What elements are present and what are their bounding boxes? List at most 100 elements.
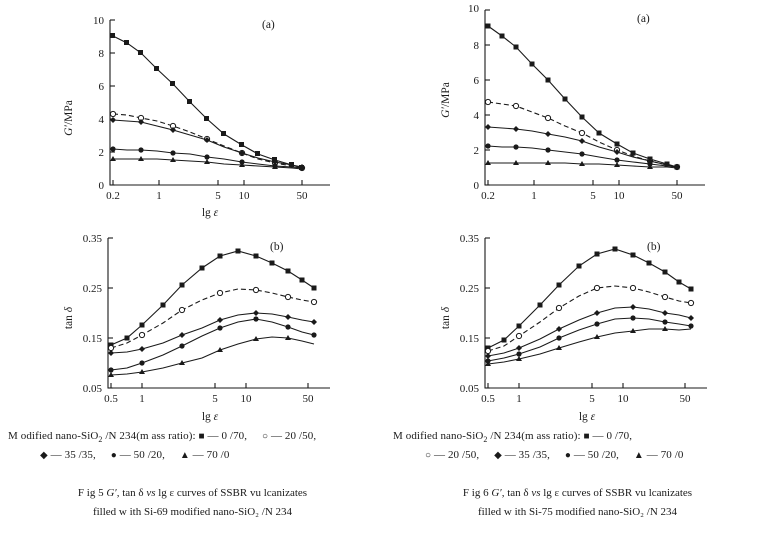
fig6-caption-line-2: filled w ith Si-75 modified nano-SiO₂ /N… [477,505,678,518]
fig6-caption-prefix: F ig 6 [462,487,489,499]
fig5-caption-post: lg ε curves of SSBR vu lcanizates [155,487,308,499]
fig5-legend-line-2: ◆ — 35 /35, ● — 50 /20, ▲ — 70 /0 [8,447,380,464]
fig5-legend-item-3-label: — 50 /20, [119,448,165,461]
fig5-legend-line-1: M odified nano-SiO2 /N 234(m ass ratio):… [8,428,380,447]
fig5a-ytick-3: 6 [99,81,105,93]
fig5-legend-prefix-tail: /N 234(m ass ratio): [102,430,196,442]
fig5a-xtick-1: 1 [156,190,162,202]
fig5b-x-axis-title: lg ε [202,411,219,423]
fig6a-ytick-4: 8 [474,40,480,52]
circle-filled-marker-icon: ● [110,449,117,461]
fig6-caption-symbol: G′, [491,487,505,499]
fig5b-xtick-2: 5 [212,393,218,405]
fig6b-xtick-2: 5 [589,393,595,405]
fig6-legend: M odified nano-SiO2 /N 234(m ass ratio):… [393,428,765,464]
fig5a-xtick-0: 0.2 [106,190,120,202]
fig6-legend-item-0: ■ — 0 /70, [584,430,633,442]
fig5a-ytick-4: 8 [99,48,105,60]
fig6b-series-50-20 [485,315,694,364]
fig5-caption-line-2: filled w ith Si-69 modified nano-SiO₂ /N… [92,505,293,518]
fig6b-series-0-70 [485,246,694,351]
fig5b-ytick-1: 0.15 [83,333,103,345]
fig6-legend-item-0-label: — 0 /70, [592,430,633,442]
fig5a-xtick-2: 5 [215,190,221,202]
fig6b-panel-label: (b) [647,241,661,253]
fig6b-x-axis: 0.5 1 5 10 50 [481,383,691,405]
fig5b-xtick-3: 10 [241,393,253,405]
circle-filled-marker-icon: ● [564,449,571,461]
fig5a-xtick-4: 50 [297,190,309,202]
fig6-legend-item-1: ○ — 20 /50, [425,449,479,461]
fig6a-ytick-0: 0 [474,180,480,192]
fig5b-xtick-4: 50 [303,393,315,405]
fig5a-x-axis-title: lg ε [202,207,219,219]
fig6a-xtick-2: 5 [590,190,596,202]
fig6b-ytick-3: 0.35 [460,233,480,245]
fig6a-panel-label: (a) [637,13,650,25]
fig6b-series-20-50 [484,284,695,355]
fig5b-xtick-1: 1 [139,393,145,405]
fig5b-ytick-2: 0.25 [83,283,103,295]
fig6-legend-prefix: M odified nano-SiO [393,430,484,442]
fig5b-series-20-50 [107,286,318,352]
fig6-panel-a: 0 2 4 6 8 10 0.2 1 5 10 50 G′/MPa (a) [385,0,770,225]
fig5b-series-70-0 [108,335,315,377]
fig6-legend-item-3: ● — 50 /20, [565,449,619,461]
fig6-legend-item-3-label: — 50 /20, [573,448,620,461]
fig6-legend-item-4: ▲ — 70 /0 [634,449,684,461]
fig6a-ytick-3: 6 [474,75,480,87]
fig6a-xtick-4: 50 [672,190,684,202]
fig6-legend-line-2: ○ — 20 /50, ◆ — 35 /35, ● — 50 /20, ▲ — … [393,447,765,464]
fig5b-ytick-3: 0.35 [83,233,103,245]
figure-5: 0 2 4 6 8 10 0.2 1 5 10 50 G′/MPa [0,0,385,521]
fig6-legend-item-1-label: — 20 /50, [434,448,480,461]
fig5a-panel-label: (a) [262,19,275,31]
fig5-legend-item-2-label: — 35 /35, [50,448,96,461]
fig5b-y-axis-title: tan δ [63,306,75,329]
fig5a-x-axis: 0.2 1 5 10 50 [106,180,308,202]
fig5a-ytick-2: 4 [99,114,105,126]
fig5-legend-prefix: M odified nano-SiO [8,430,99,442]
fig6b-xtick-3: 10 [618,393,630,405]
fig6b-series-35-35 [485,304,694,359]
fig6b-ytick-1: 0.15 [460,333,480,345]
fig6-caption: F ig 6 G′, tan δ vs lg ε curves of SSBR … [385,484,770,521]
fig6-caption-post: lg ε curves of SSBR vu lcanizates [540,487,693,499]
fig6-panel-b: 0.05 0.15 0.25 0.35 0.5 1 5 10 50 tan δ … [385,228,770,423]
fig5a-ytick-1: 2 [99,147,105,159]
circle-open-marker-icon: ○ [261,431,269,442]
fig5-panel-a: 0 2 4 6 8 10 0.2 1 5 10 50 G′/MPa [0,0,385,225]
fig5a-series-70-0 [110,156,303,170]
fig6-legend-item-4-label: — 70 /0 [646,448,684,461]
fig6a-ytick-1: 2 [474,145,480,157]
fig5-panel-b: 0.05 0.15 0.25 0.35 0.5 1 5 10 50 tan δ … [0,228,385,423]
fig5-caption-vs: vs [146,487,156,499]
fig6-caption-mid: tan δ [504,487,529,499]
fig5-caption: F ig 5 G′, tan δ vs lg ε curves of SSBR … [0,484,385,521]
fig6a-xtick-0: 0.2 [481,190,495,202]
square-marker-icon: ■ [198,431,205,442]
fig6a-y-axis: 0 2 4 6 8 10 [468,3,490,192]
triangle-marker-icon: ▲ [179,449,190,461]
fig5-legend-item-0: ■ — 0 /70, [199,430,248,442]
triangle-marker-icon: ▲ [633,449,644,461]
fig5a-ytick-5: 10 [93,15,105,27]
fig5b-series-50-20 [108,316,317,373]
fig5-panel-b-plot: 0.05 0.15 0.25 0.35 0.5 1 5 10 50 tan δ … [63,233,330,423]
fig5-legend-item-1-label: — 20 /50, [270,430,317,442]
fig5a-y-axis: 0 2 4 6 8 10 [93,15,115,192]
figure-6: 0 2 4 6 8 10 0.2 1 5 10 50 G′/MPa (a) [385,0,770,545]
fig5-caption-symbol: G′, [106,487,120,499]
fig5-legend-prefix-sub: 2 [98,435,103,445]
fig6-caption-line-1: F ig 6 G′, tan δ vs lg ε curves of SSBR … [385,484,770,503]
fig6b-x-axis-title: lg ε [579,411,596,423]
fig6-caption-vs: vs [531,487,541,499]
fig6a-y-axis-title: G′/MPa [440,82,452,118]
fig5-panel-a-plot: 0 2 4 6 8 10 0.2 1 5 10 50 G′/MPa [63,15,330,219]
fig6-legend-line-1: M odified nano-SiO2 /N 234(m ass ratio):… [393,428,765,447]
fig5-legend-item-4: ▲ — 70 /0 [180,449,230,461]
fig6-legend-item-2: ◆ — 35 /35, [494,449,550,461]
fig5a-y-axis-title: G′/MPa [63,100,75,136]
fig6-legend-item-2-label: — 35 /35, [504,448,550,461]
fig5-legend-item-1: ○ — 20 /50, [262,430,316,442]
